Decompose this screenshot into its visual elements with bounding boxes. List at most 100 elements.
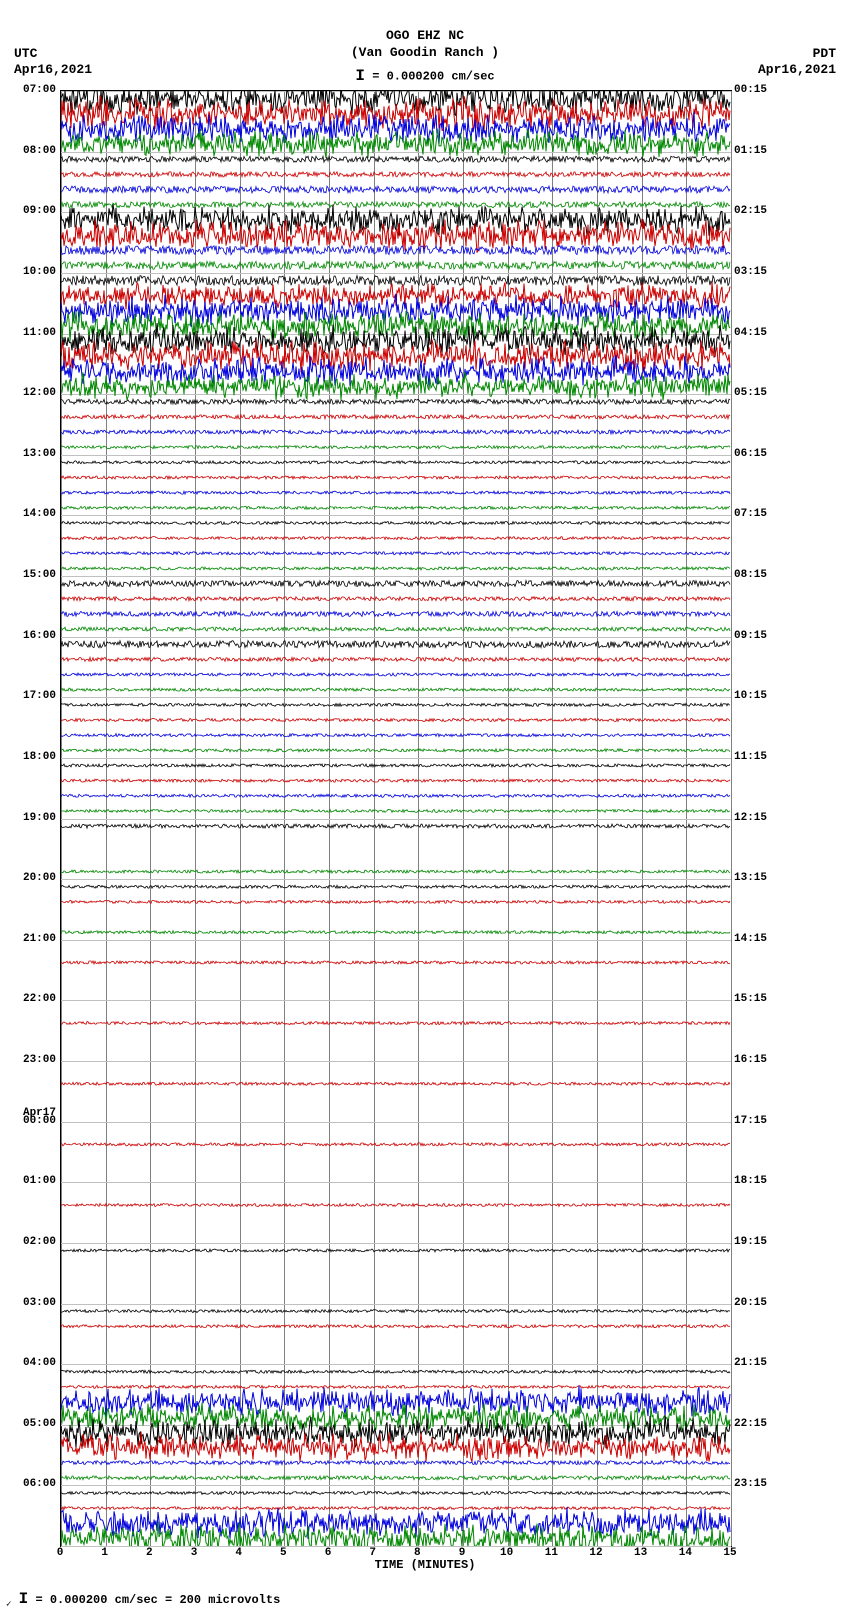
seismic-trace (61, 900, 730, 903)
pdt-hour-label: 07:15 (734, 508, 782, 520)
pdt-hour-label: 14:15 (734, 933, 782, 945)
timezone-left: UTC Apr16,2021 (14, 46, 92, 77)
utc-hour-label: 09:00 (8, 205, 56, 217)
seismic-trace (61, 641, 730, 648)
helicorder-plot (60, 90, 732, 1547)
utc-hour-label: 22:00 (8, 993, 56, 1005)
seismic-trace (61, 246, 730, 255)
footer-scale: ✓ I = 0.000200 cm/sec = 200 microvolts (6, 1590, 280, 1609)
seismic-trace (61, 581, 730, 587)
x-tick-label: 1 (101, 1547, 108, 1559)
utc-hour-label: 01:00 (8, 1175, 56, 1187)
seismic-trace (61, 1385, 730, 1388)
seismic-trace (61, 931, 730, 934)
utc-hour-label: 07:00 (8, 84, 56, 96)
seismic-trace (61, 673, 730, 676)
seismic-trace (61, 870, 730, 873)
seismic-trace (61, 129, 730, 159)
pdt-hour-label: 13:15 (734, 872, 782, 884)
pdt-hour-label: 09:15 (734, 630, 782, 642)
seismic-trace (61, 597, 730, 601)
utc-hour-label: 21:00 (8, 933, 56, 945)
x-tick-label: 0 (57, 1547, 64, 1559)
x-tick-label: 3 (191, 1547, 198, 1559)
pdt-hour-label: 20:15 (734, 1297, 782, 1309)
pdt-hour-label: 19:15 (734, 1236, 782, 1248)
utc-hour-label: 03:00 (8, 1297, 56, 1309)
utc-hour-label: 13:00 (8, 448, 56, 460)
utc-hour-label: 06:00 (8, 1478, 56, 1490)
pdt-hour-label: 01:15 (734, 145, 782, 157)
seismic-trace (61, 1370, 730, 1373)
seismic-trace (61, 1310, 730, 1313)
x-tick-label: 12 (589, 1547, 602, 1559)
utc-hour-label: 12:00 (8, 387, 56, 399)
seismic-trace (61, 627, 730, 631)
seismic-trace (61, 734, 730, 737)
pdt-hour-label: 17:15 (734, 1115, 782, 1127)
seismic-trace (61, 1022, 730, 1025)
timezone-right: PDT Apr16,2021 (758, 46, 836, 77)
pdt-hour-label: 00:15 (734, 84, 782, 96)
x-tick-label: 10 (500, 1547, 513, 1559)
seismic-trace (61, 824, 730, 828)
x-tick-label: 2 (146, 1547, 153, 1559)
seismic-trace (61, 719, 730, 722)
utc-hour-label: 10:00 (8, 266, 56, 278)
seismic-trace (61, 399, 730, 404)
utc-hour-label: 11:00 (8, 327, 56, 339)
seismic-trace (61, 1249, 730, 1252)
seismic-trace (61, 522, 730, 525)
x-tick-label: 14 (679, 1547, 692, 1559)
utc-hour-label: 15:00 (8, 569, 56, 581)
utc-hour-label: 00:00 (8, 1115, 56, 1127)
x-tick-label: 5 (280, 1547, 287, 1559)
seismic-trace (61, 476, 730, 479)
pdt-hour-label: 21:15 (734, 1357, 782, 1369)
utc-hour-label: 04:00 (8, 1357, 56, 1369)
pdt-hour-label: 08:15 (734, 569, 782, 581)
pdt-hour-label: 05:15 (734, 387, 782, 399)
seismic-trace (61, 1143, 730, 1146)
seismic-trace (61, 764, 730, 767)
seismic-trace (61, 1325, 730, 1328)
x-tick-label: 4 (235, 1547, 242, 1559)
seismic-trace (61, 688, 730, 691)
utc-hour-label: 02:00 (8, 1236, 56, 1248)
seismic-trace (61, 156, 730, 162)
seismic-trace (61, 1082, 730, 1085)
scale-note: I = 0.000200 cm/sec (0, 66, 850, 87)
seismic-trace (61, 1386, 730, 1420)
utc-hour-label: 08:00 (8, 145, 56, 157)
pdt-hour-label: 03:15 (734, 266, 782, 278)
x-tick-label: 6 (325, 1547, 332, 1559)
seismic-trace (61, 1461, 730, 1465)
seismic-trace (61, 491, 730, 494)
utc-hour-label: 18:00 (8, 751, 56, 763)
pdt-hour-label: 23:15 (734, 1478, 782, 1490)
x-axis-title: TIME (MINUTES) (375, 1558, 476, 1572)
seismic-trace (61, 446, 730, 449)
seismic-trace (61, 202, 730, 208)
seismic-trace (61, 1507, 730, 1510)
seismogram-container: OGO EHZ NC (Van Goodin Ranch ) I = 0.000… (0, 0, 850, 1613)
pdt-hour-label: 10:15 (734, 690, 782, 702)
station-code: OGO EHZ NC (0, 28, 850, 45)
seismic-trace (61, 657, 730, 661)
pdt-hour-label: 06:15 (734, 448, 782, 460)
header: OGO EHZ NC (Van Goodin Ranch ) I = 0.000… (0, 0, 850, 87)
seismic-trace (61, 703, 730, 706)
seismic-trace (61, 749, 730, 752)
pdt-hour-label: 12:15 (734, 812, 782, 824)
seismic-trace (61, 779, 730, 782)
seismic-trace (61, 961, 730, 964)
seismic-trace (61, 355, 730, 387)
seismic-trace (61, 1492, 730, 1495)
utc-hour-label: 19:00 (8, 812, 56, 824)
seismic-trace (61, 1476, 730, 1480)
seismic-trace (61, 794, 730, 797)
seismic-trace (61, 809, 730, 812)
pdt-hour-label: 02:15 (734, 205, 782, 217)
seismic-trace (61, 415, 730, 419)
seismic-trace (61, 552, 730, 555)
